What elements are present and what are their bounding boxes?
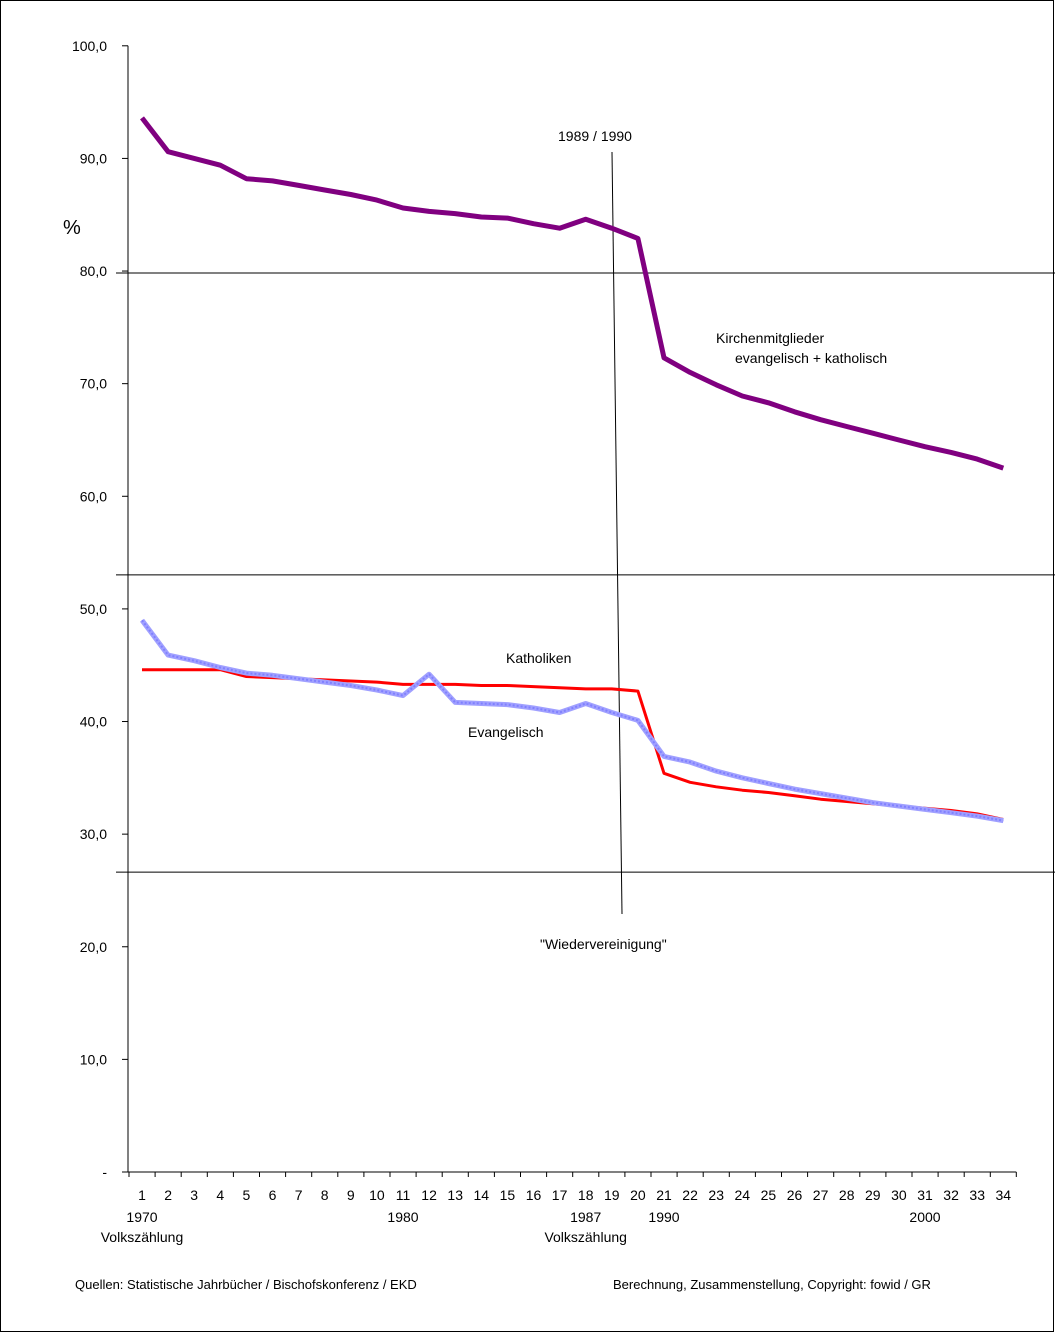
y-tick-label: 90,0: [80, 150, 107, 166]
x-tick-label: 34: [996, 1187, 1012, 1203]
series-line-evangelisch-halo: [139, 618, 1004, 824]
x-tick-label: 22: [682, 1187, 698, 1203]
y-tick-label: -: [102, 1164, 107, 1180]
x-tick-label: 9: [347, 1187, 355, 1203]
x-year-label: Volkszählung: [544, 1229, 627, 1245]
y-tick-label: 70,0: [80, 376, 107, 392]
x-tick-label: 14: [474, 1187, 490, 1203]
x-year-label: 1990: [648, 1209, 679, 1225]
series-line-katholiken: [142, 668, 1004, 821]
x-tick-label: 24: [735, 1187, 751, 1203]
x-tick-label: 13: [447, 1187, 463, 1203]
x-tick-label: 30: [891, 1187, 907, 1203]
annotation-event-bottom: "Wiedervereinigung": [540, 936, 667, 952]
separator-lines: [116, 272, 1055, 873]
x-tick-label: 21: [656, 1187, 672, 1203]
series-layer: [139, 116, 1005, 824]
annotation-event-top: 1989 / 1990: [558, 128, 632, 144]
tick-labels: - 10,0 20,0 30,0 40,0 50,0 60,0 70,0 80,0 90,0 100…: [72, 38, 1011, 1245]
x-tick-label: 18: [578, 1187, 594, 1203]
annotation-series-2: Katholiken: [506, 650, 571, 666]
x-tick-label: 23: [708, 1187, 724, 1203]
y-axis-label: %: [63, 217, 81, 239]
x-tick-label: 19: [604, 1187, 620, 1203]
x-tick-label: 10: [369, 1187, 385, 1203]
y-tick-label: 30,0: [80, 826, 107, 842]
x-tick-label: 17: [552, 1187, 568, 1203]
x-tick-label: 25: [761, 1187, 777, 1203]
x-tick-label: 20: [630, 1187, 646, 1203]
x-tick-label: 28: [839, 1187, 855, 1203]
x-tick-label: 3: [190, 1187, 198, 1203]
x-year-label: Volkszählung: [101, 1229, 184, 1245]
y-tick-label: 100,0: [72, 38, 107, 54]
x-tick-label: 33: [969, 1187, 985, 1203]
x-tick-label: 12: [421, 1187, 437, 1203]
x-tick-label: 32: [943, 1187, 959, 1203]
x-tick-label: 26: [787, 1187, 803, 1203]
x-tick-label: 4: [216, 1187, 224, 1203]
y-tick-label: 80,0: [80, 263, 107, 279]
y-tick-label: 10,0: [80, 1051, 107, 1067]
y-tick-label: 20,0: [80, 939, 107, 955]
x-tick-label: 16: [526, 1187, 542, 1203]
x-tick-label: 2: [164, 1187, 172, 1203]
x-tick-label: 5: [243, 1187, 251, 1203]
footer-credit: Berechnung, Zusammenstellung, Copyright:…: [613, 1277, 931, 1292]
axes: [122, 45, 1017, 1177]
x-tick-label: 31: [917, 1187, 933, 1203]
annotation-series-3: Evangelisch: [468, 724, 544, 740]
x-tick-label: 15: [500, 1187, 516, 1203]
annotation-series-1-line2: evangelisch + katholisch: [735, 350, 887, 366]
x-year-label: 1970: [126, 1209, 157, 1225]
x-tick-label: 27: [813, 1187, 829, 1203]
x-tick-label: 8: [321, 1187, 329, 1203]
event-marker-line: [611, 151, 623, 915]
x-tick-label: 29: [865, 1187, 881, 1203]
annotation-series-1-line1: Kirchenmitglieder: [716, 330, 824, 346]
x-year-label: 2000: [909, 1209, 940, 1225]
x-tick-label: 11: [396, 1187, 411, 1203]
series-line-evangelisch: [141, 619, 1004, 822]
y-tick-label: 40,0: [80, 714, 107, 730]
x-year-label: 1980: [387, 1209, 418, 1225]
x-year-label: 1987: [570, 1209, 601, 1225]
x-tick-label: 7: [295, 1187, 303, 1203]
footer-sources: Quellen: Statistische Jahrbücher / Bisch…: [75, 1277, 417, 1292]
series-line-kirchenmitglieder: [140, 116, 1005, 471]
y-tick-label: 60,0: [80, 488, 107, 504]
y-tick-label: 50,0: [80, 601, 107, 617]
x-tick-label: 6: [269, 1187, 277, 1203]
x-tick-label: 1: [138, 1187, 146, 1203]
